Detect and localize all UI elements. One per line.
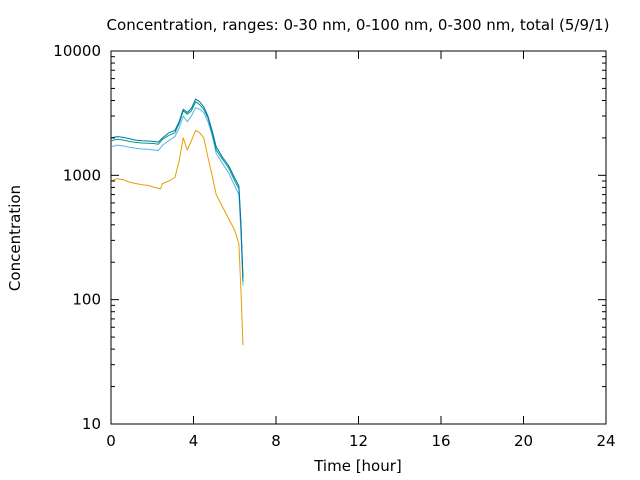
series-line-2 xyxy=(110,107,244,286)
x-tick-label: 16 xyxy=(431,432,450,450)
x-axis-label: Time [hour] xyxy=(313,457,402,475)
series-layer xyxy=(110,98,244,346)
series-line-3 xyxy=(110,101,244,282)
x-tick-label: 24 xyxy=(596,432,615,450)
series-line-4 xyxy=(110,98,244,278)
y-tick-label: 1000 xyxy=(63,166,101,184)
x-tick-label: 20 xyxy=(514,432,533,450)
y-tick-label: 10000 xyxy=(53,42,101,60)
x-tick-label: 4 xyxy=(189,432,199,450)
y-tick-label: 100 xyxy=(72,291,101,309)
y-axis-label: Concentration xyxy=(6,185,24,291)
series-line-1 xyxy=(110,129,244,346)
chart-title: Concentration, ranges: 0-30 nm, 0-100 nm… xyxy=(107,16,610,34)
x-tick-label: 12 xyxy=(349,432,368,450)
plot-frame xyxy=(110,50,607,425)
x-tick-label: 8 xyxy=(271,432,281,450)
x-axis: 0 4 8 12 16 20 24 xyxy=(106,51,616,450)
y-tick-label: 10 xyxy=(82,415,101,433)
y-axis: 10 100 1000 10000 xyxy=(53,42,606,433)
x-tick-label: 0 xyxy=(106,432,116,450)
